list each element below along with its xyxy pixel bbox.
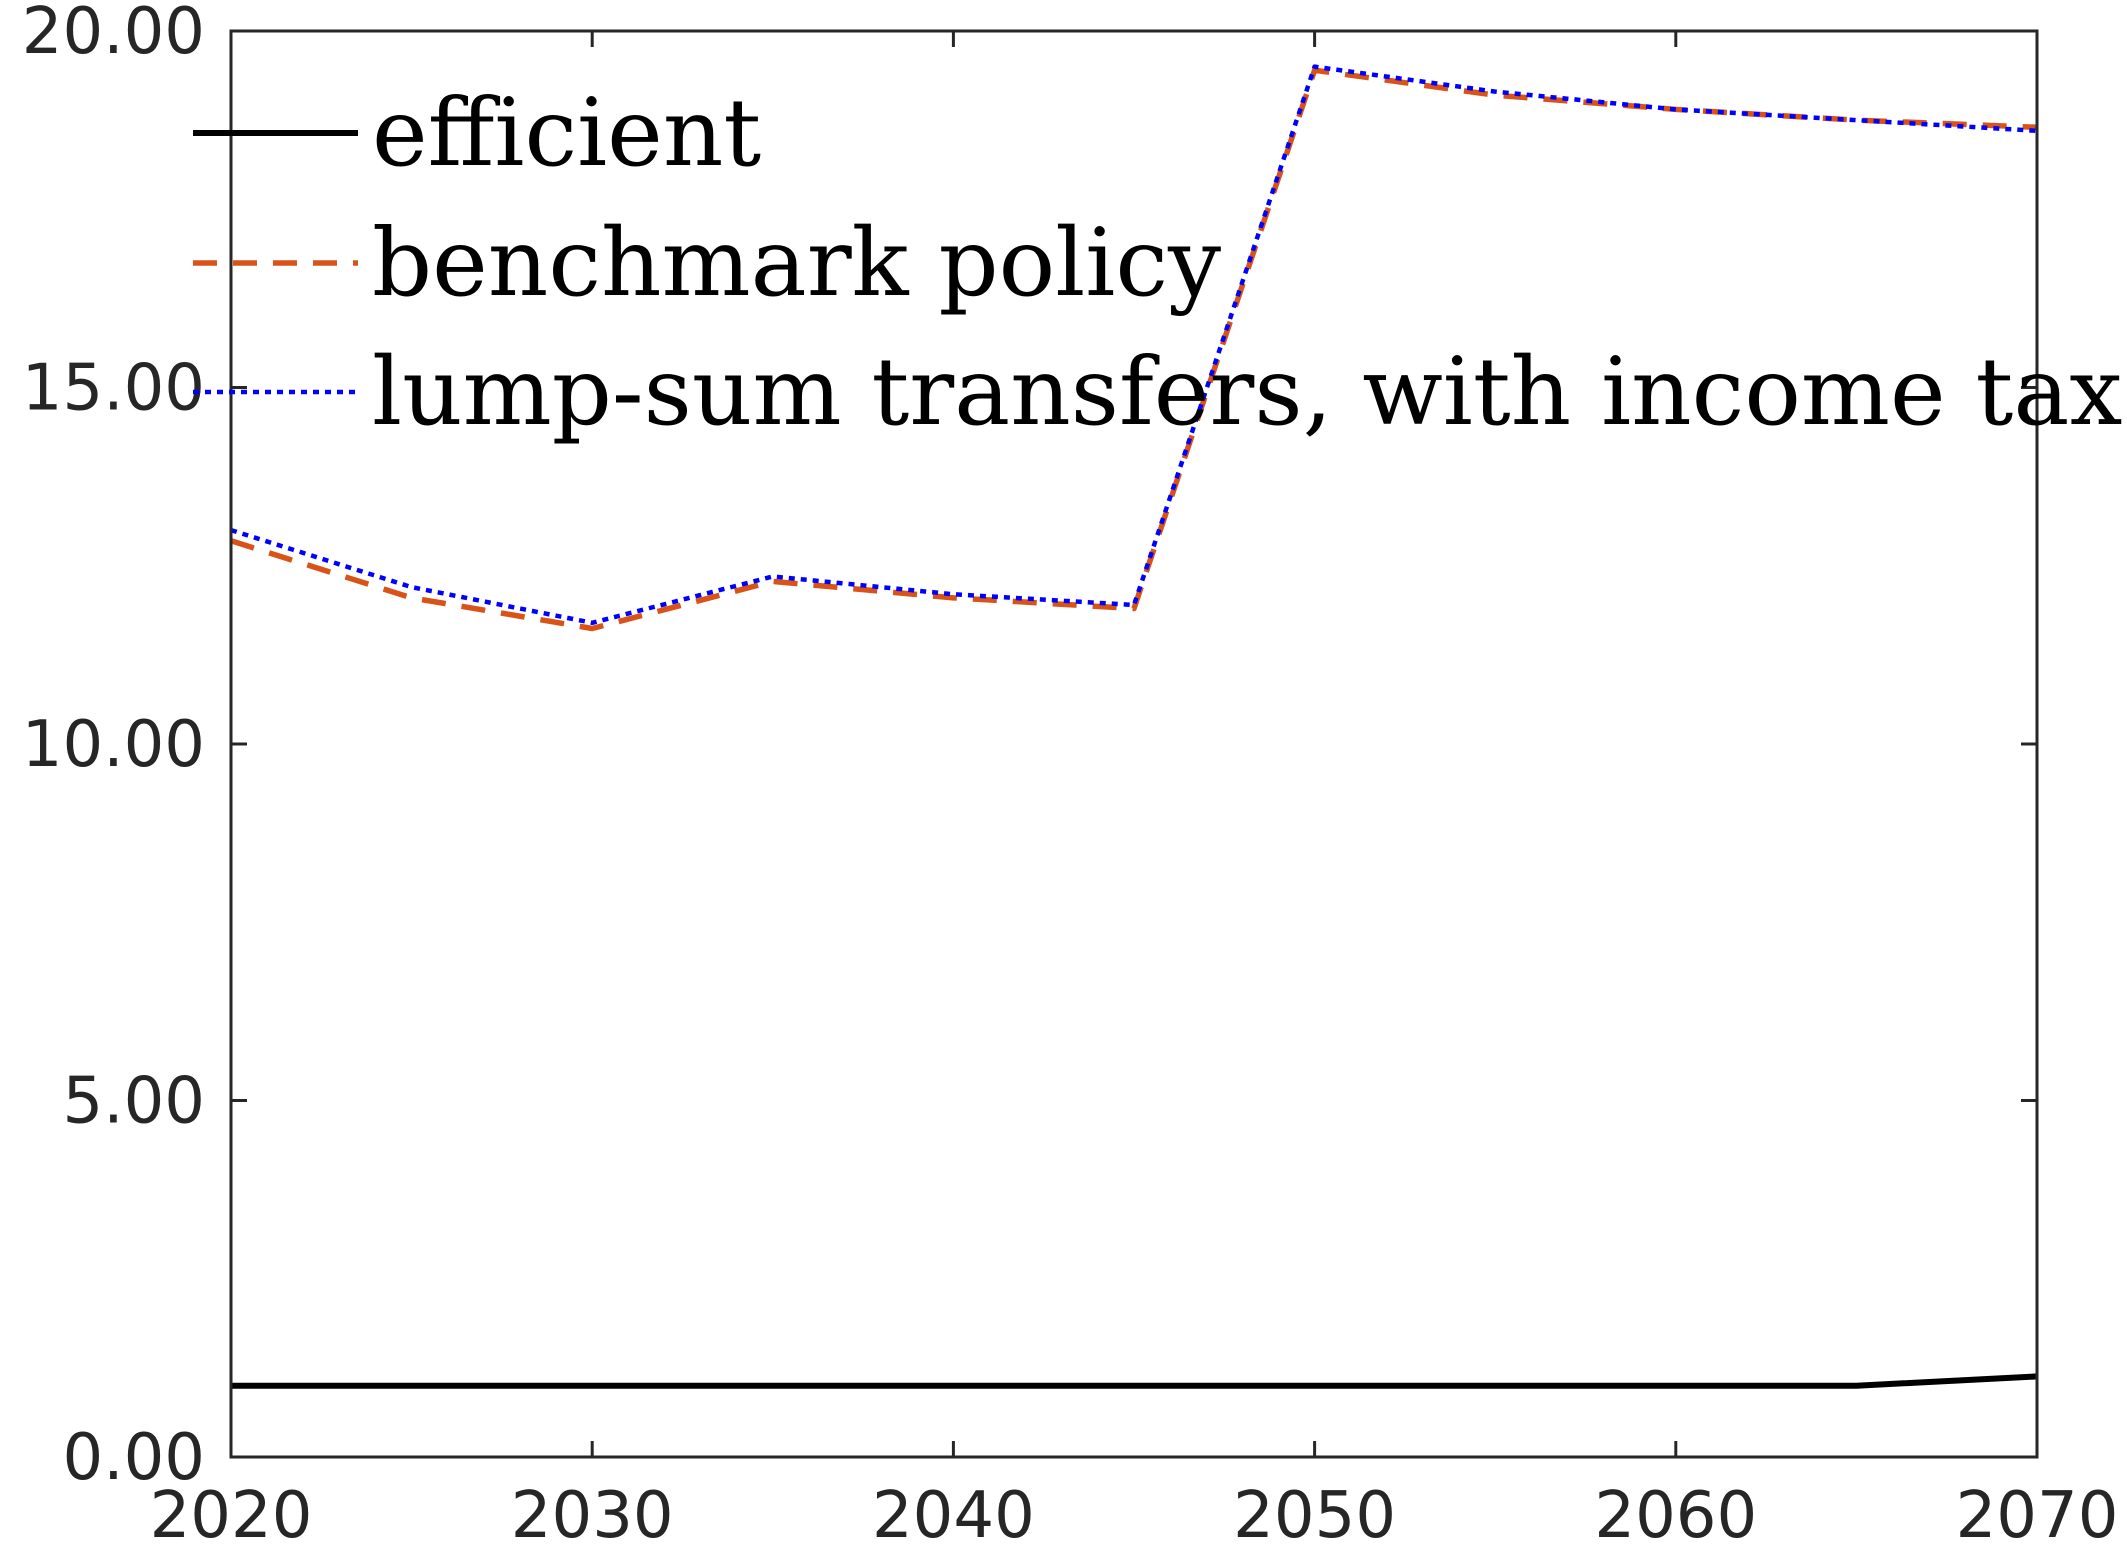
y-tick-label: 20.00: [22, 0, 205, 69]
x-tick-label: 2040: [872, 1479, 1035, 1553]
legend-label-3: lump-sum transfers, with income tax: [372, 338, 2122, 447]
x-tick-label: 2070: [1956, 1479, 2119, 1553]
series-layer: [230, 64, 2038, 1389]
legend: efficient benchmark policy lump-sum transf…: [193, 79, 2122, 447]
y-tick-label: 0.00: [63, 1421, 206, 1495]
x-tick-label: 2030: [511, 1479, 674, 1553]
legend-label-1: efficient: [372, 79, 761, 188]
tick-layer: 2020 2030 2040 2050 2060 2070 0.00 5.00 10.00 15.…: [22, 0, 2119, 1553]
series-line-3: [230, 64, 2038, 626]
legend-label-2: benchmark policy: [372, 209, 1221, 318]
series-line-2: [230, 67, 2038, 632]
y-tick-label: 10.00: [22, 708, 205, 782]
x-tick-label: 2050: [1233, 1479, 1396, 1553]
y-tick-label: 5.00: [63, 1065, 206, 1139]
y-tick-label: 15.00: [22, 352, 205, 426]
x-tick-label: 2020: [150, 1479, 313, 1553]
series-line-1: [231, 1373, 2038, 1389]
x-tick-label: 2060: [1594, 1479, 1757, 1553]
